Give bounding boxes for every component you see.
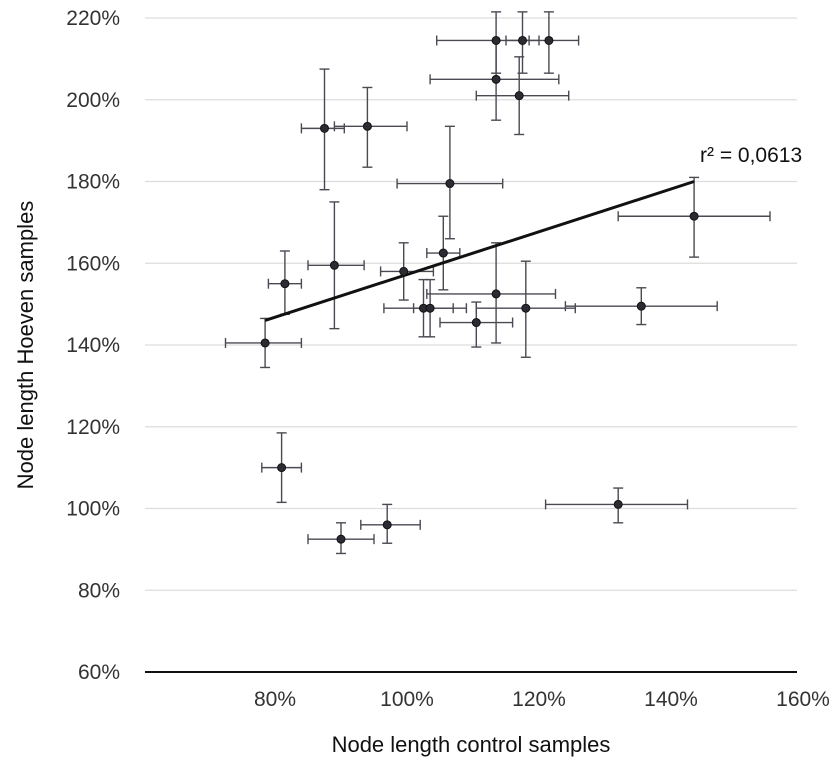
gridlines	[145, 17, 797, 591]
data-point	[521, 303, 531, 313]
x-axis-title: Node length control samples	[332, 732, 611, 757]
error-bar	[360, 503, 421, 544]
y-tick-labels: 60% 80% 100% 120% 140% 160% 180% 200% 220%	[66, 7, 120, 684]
y-tick-label: 180%	[66, 171, 120, 194]
data-point	[491, 289, 501, 299]
y-tick-label: 80%	[78, 579, 120, 602]
y-tick-label: 140%	[66, 334, 120, 357]
data-point	[260, 338, 270, 348]
y-tick-label: 120%	[66, 416, 120, 439]
data-point	[471, 318, 481, 328]
data-point	[425, 303, 435, 313]
data-point	[399, 266, 409, 276]
data-point	[518, 35, 527, 45]
x-tick-labels: 80% 100% 120% 140% 160%	[254, 688, 830, 711]
data-point	[544, 35, 554, 45]
x-tick-label: 140%	[644, 688, 698, 711]
data-point	[438, 248, 448, 258]
data-point	[445, 179, 455, 189]
x-tick-label: 160%	[776, 688, 830, 711]
data-point	[636, 301, 646, 311]
r-squared-annotation: r² = 0,0613	[700, 144, 802, 167]
error-bar	[436, 11, 530, 74]
data-point	[491, 74, 501, 84]
y-tick-label: 200%	[66, 89, 120, 112]
data-point	[613, 499, 623, 509]
data-points	[260, 35, 699, 544]
error-bars	[224, 11, 771, 555]
y-tick-label: 60%	[78, 661, 120, 684]
x-tick-label: 120%	[512, 688, 566, 711]
error-bar	[426, 242, 557, 344]
data-point	[277, 463, 287, 473]
x-tick-label: 80%	[254, 688, 296, 711]
data-point	[514, 91, 524, 101]
data-point	[280, 279, 290, 289]
y-tick-label: 220%	[66, 7, 120, 30]
data-point	[336, 534, 346, 544]
data-point	[362, 121, 372, 131]
data-point	[329, 260, 339, 270]
regression-line	[264, 180, 695, 322]
y-tick-label: 160%	[66, 252, 120, 275]
data-point	[382, 520, 392, 530]
data-point	[320, 123, 329, 133]
data-point	[689, 211, 699, 221]
x-tick-label: 100%	[380, 688, 434, 711]
y-axis-title: Node length Hoeven samples	[13, 201, 38, 490]
data-point	[491, 35, 501, 45]
y-tick-label: 100%	[66, 498, 120, 521]
